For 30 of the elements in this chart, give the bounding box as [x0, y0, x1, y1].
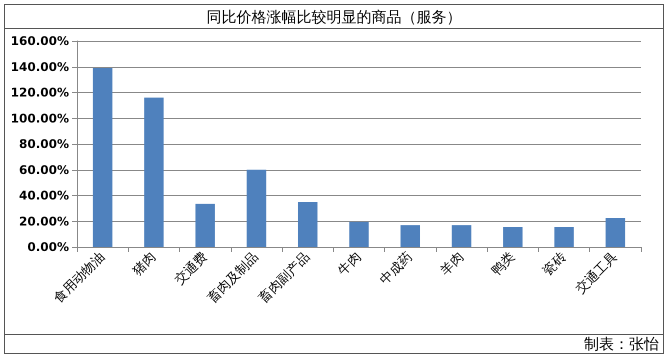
chart-title: 同比价格涨幅比较明显的商品（服务）: [5, 5, 663, 29]
y-tick-label: 140.00%: [10, 60, 69, 74]
x-tick-label: 鸭类: [489, 250, 518, 279]
x-tick-label: 瓷砖: [540, 250, 570, 279]
bar: [144, 98, 164, 247]
x-tick-label: 中成药: [377, 250, 416, 288]
y-tick-label: 0.00%: [27, 240, 69, 254]
bar: [503, 227, 523, 247]
y-tick-label: 60.00%: [19, 162, 69, 177]
bar: [452, 225, 472, 247]
y-tick-label: 100.00%: [10, 111, 69, 126]
y-tick-label: 120.00%: [10, 86, 69, 100]
y-tick-label: 20.00%: [19, 214, 69, 228]
x-tick-label: 牛肉: [335, 250, 364, 279]
bar: [298, 202, 318, 247]
bar: [400, 225, 420, 247]
bar: [246, 170, 266, 247]
bar: [554, 227, 574, 247]
x-tick-label: 羊肉: [438, 250, 467, 279]
y-tick-label: 160.00%: [10, 34, 69, 48]
bar: [195, 204, 215, 247]
x-tick-label: 交通费: [172, 248, 210, 288]
text: 制表：张怡: [5, 334, 663, 353]
bar: [606, 218, 626, 247]
bar: [92, 68, 112, 247]
y-tick-label: 80.00%: [19, 137, 69, 151]
x-tick-label: 猪肉: [130, 250, 160, 279]
x-tick-label: 交通工具: [572, 248, 621, 298]
y-tick-label: 40.00%: [19, 188, 69, 202]
bar: [349, 222, 369, 247]
